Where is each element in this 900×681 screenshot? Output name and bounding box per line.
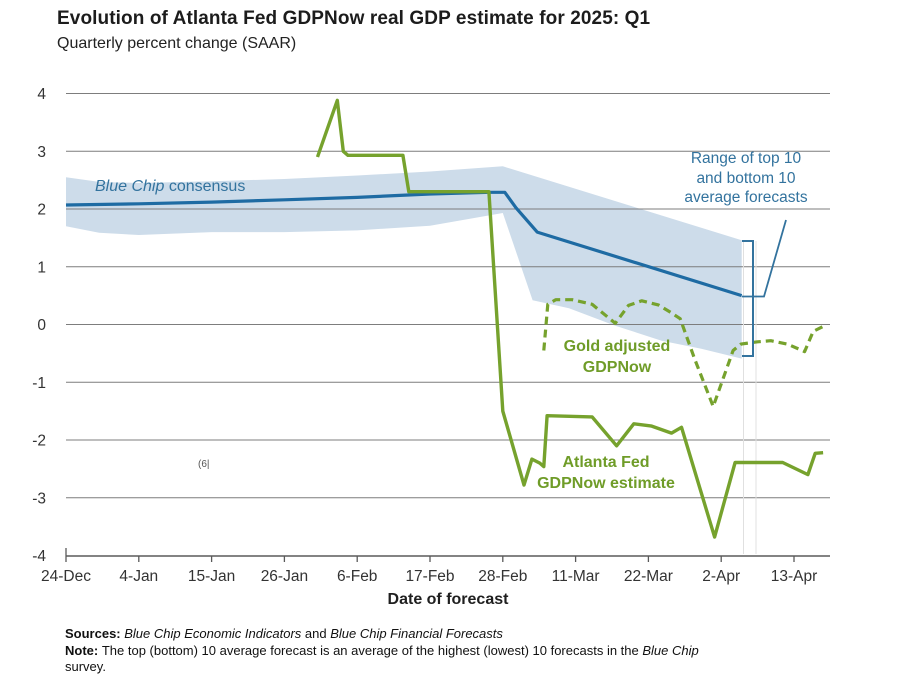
blue-chip-consensus-line: [65, 190, 743, 298]
x-tick-label: 11-Mar: [552, 568, 600, 585]
y-tick-label: 3: [37, 144, 46, 161]
x-tick-label: 4-Jan: [119, 568, 158, 585]
x-tick-label: 22-Mar: [624, 568, 673, 585]
y-tick-label: -4: [32, 548, 46, 565]
range-label-line3: average forecasts: [684, 189, 808, 206]
x-tick-label: 6-Feb: [337, 568, 378, 585]
atlanta-fed-gdpnow-label: Atlanta Fed GDPNow estimate: [506, 452, 706, 494]
note-text: The top (bottom) 10 average forecast is …: [101, 642, 643, 658]
note-tail: survey.: [65, 659, 106, 674]
y-tick-label: 0: [37, 317, 46, 334]
range-bracket: [742, 240, 754, 357]
sources-note: Sources: Blue Chip Economic Indicators a…: [65, 626, 845, 676]
blue-chip-label-italic: Blue Chip: [95, 178, 165, 195]
x-tick-label: 15-Jan: [188, 568, 235, 585]
gold-label-line1: Gold adjusted: [563, 338, 671, 355]
y-tick-label: -3: [32, 490, 46, 507]
range-label-line1: Range of top 10: [690, 150, 802, 167]
x-tick-label: 13-Apr: [771, 568, 818, 585]
x-tick-label: 2-Apr: [702, 568, 740, 585]
y-tick-label: 1: [37, 259, 46, 276]
gold-label-line2: GDPNow: [582, 359, 652, 376]
gdpnow-label-line2: GDPNow estimate: [537, 475, 675, 492]
x-tick-label: 24-Dec: [41, 568, 91, 585]
range-label-line2: and bottom 10: [696, 169, 796, 187]
range-forecast-label: Range of top 10 and bottom 10 average fo…: [666, 149, 826, 208]
gold-adjusted-gdpnow-label: Gold adjusted GDPNow: [527, 336, 707, 378]
range-callout-line: [742, 219, 787, 298]
gdpnow-label-line1: Atlanta Fed: [562, 454, 650, 471]
y-tick-label: 4: [37, 86, 46, 103]
note-line: Note: The top (bottom) 10 average foreca…: [65, 643, 845, 660]
page-subtitle: Quarterly percent change (SAAR): [57, 35, 297, 52]
x-tick-label: 17-Feb: [405, 568, 454, 585]
source-1: Blue Chip Economic Indicators: [124, 626, 302, 641]
page-title: Evolution of Atlanta Fed GDPNow real GDP…: [57, 8, 651, 29]
y-tick-label: -2: [32, 433, 46, 450]
blue-chip-consensus-label: Blue Chip consensus: [95, 177, 245, 197]
y-tick-label: 2: [37, 202, 46, 219]
forecast-range-band: [66, 166, 742, 359]
sources-line: Sources: Blue Chip Economic Indicators a…: [65, 626, 503, 641]
x-tick-label: 28-Feb: [478, 568, 527, 585]
gold-adjusted-gdpnow-line: [542, 298, 824, 409]
atlanta-fed-gdpnow-estimate-line: [315, 98, 824, 539]
sources-joiner: and: [301, 626, 331, 641]
note-italic: Blue Chip: [642, 642, 699, 658]
note-label: Note:: [65, 642, 102, 658]
print-artifact: (6|: [198, 459, 210, 470]
sources-label: Sources:: [65, 626, 125, 641]
y-tick-label: -1: [32, 375, 46, 392]
x-tick-label: 26-Jan: [261, 568, 308, 585]
blue-chip-label-rest: consensus: [164, 178, 246, 195]
x-axis-title: Date of forecast: [387, 591, 509, 608]
source-2: Blue Chip Financial Forecasts: [330, 626, 503, 641]
